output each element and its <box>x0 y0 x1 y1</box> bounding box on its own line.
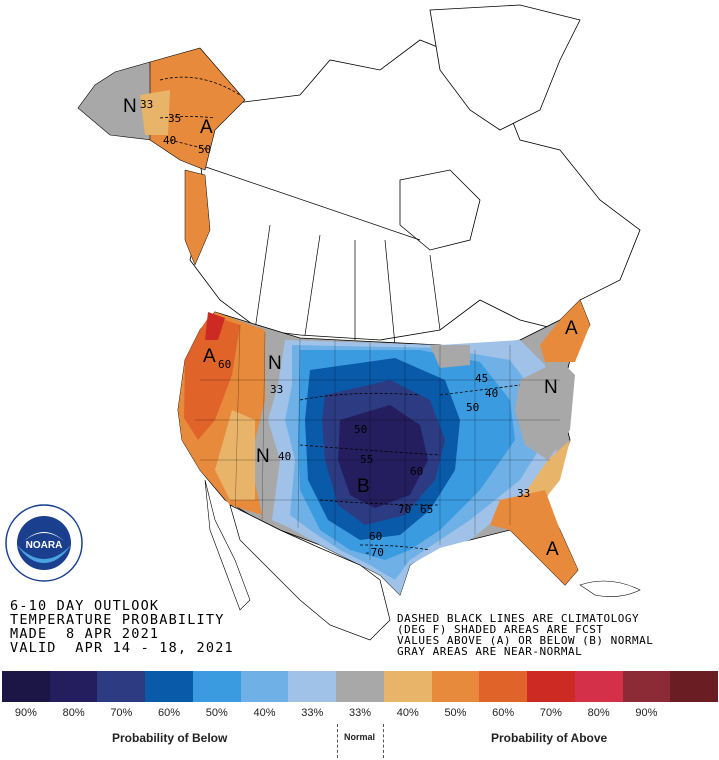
legend-swatch-12 <box>574 671 623 702</box>
label-northeast-a: A <box>565 318 578 339</box>
cuba <box>579 580 641 597</box>
contour-50-ne: 50 <box>466 401 479 414</box>
legend-label-4: 50% <box>205 707 228 719</box>
hudson-bay <box>399 169 481 251</box>
contour-50-c: 50 <box>354 423 367 436</box>
legend-swatch-8 <box>383 671 432 702</box>
label-alaska-a: A <box>200 117 213 138</box>
contour-33-w: 33 <box>270 383 283 396</box>
contour-40-w: 40 <box>278 450 291 463</box>
legend-swatch-1 <box>49 671 98 702</box>
noaa-logo-text: NOARA <box>26 540 63 551</box>
contour-40-ak: 40 <box>163 134 176 147</box>
legend-label-1: 80% <box>62 707 85 719</box>
label-alaska-n: N <box>123 96 137 117</box>
legend-swatch-4 <box>192 671 241 702</box>
legend-swatch-10 <box>479 671 528 702</box>
legend-label-9: 50% <box>444 707 467 719</box>
outlook-title: 6-10 DAY OUTLOOK <box>10 598 160 614</box>
legend-separator-right <box>383 724 384 758</box>
legend-label-0: 90% <box>14 707 37 719</box>
contour-33-ak: 33 <box>140 98 153 111</box>
climatology-lines <box>159 76 521 551</box>
alaska-light-orange <box>140 90 170 135</box>
legend-swatch-0 <box>2 671 50 702</box>
legend-label-7: 33% <box>348 707 372 719</box>
note-line-1: DASHED BLACK LINES ARE CLIMATOLOGY <box>397 612 640 625</box>
state-borders <box>195 324 560 565</box>
nw-dark-red <box>205 312 225 340</box>
legend-swatch-7 <box>336 671 384 702</box>
contour-40-ne: 40 <box>485 387 498 400</box>
legend-label-8: 40% <box>396 707 419 719</box>
contour-33-se: 33 <box>517 487 530 500</box>
legend-swatch-13 <box>622 671 671 702</box>
label-west-n: N <box>268 353 282 374</box>
contour-60-c: 60 <box>410 465 423 478</box>
contour-55-c: 55 <box>360 453 373 466</box>
legend-label-6: 33% <box>301 707 324 719</box>
legend-swatch-6 <box>288 671 337 702</box>
legend-swatch-3 <box>145 671 193 702</box>
legend-color-bar <box>2 671 719 702</box>
contour-45-ne: 45 <box>475 372 488 385</box>
temperature-outlook-map: N A A N N B N A A 33 35 40 50 60 33 40 5… <box>77 4 641 641</box>
legend-label-12: 80% <box>587 707 610 719</box>
mexico-outline <box>229 504 391 641</box>
west-coast-red <box>184 315 240 440</box>
noaa-logo: NOARA <box>5 504 83 582</box>
baja <box>204 479 251 611</box>
canada-borders <box>199 164 441 346</box>
contour-35-ak: 35 <box>168 112 181 125</box>
legend-separator-left <box>337 724 338 758</box>
contour-65-s: 65 <box>420 503 433 516</box>
legend-normal-title: Normal <box>344 732 376 742</box>
northeast-above <box>540 300 590 362</box>
greenland-land <box>429 4 581 131</box>
legend-above-title: Probability of Above <box>491 731 608 745</box>
east-gray-near-normal <box>515 360 575 460</box>
legend-swatch-2 <box>97 671 146 702</box>
label-northeast-n: N <box>544 377 558 398</box>
label-intermountain-n: N <box>256 446 270 467</box>
contour-70-s: 70 <box>398 503 411 516</box>
sw-light-orange <box>215 410 255 500</box>
legend-below-title: Probability of Below <box>112 731 228 745</box>
legend-label-2: 70% <box>110 707 133 719</box>
legend-label-5: 40% <box>253 707 276 719</box>
legend-label-10: 60% <box>492 707 515 719</box>
contour-70-tx: -70 <box>364 546 384 559</box>
outlook-valid-dates: VALID APR 14 - 18, 2021 <box>10 640 234 656</box>
note-line-4: GRAY AREAS ARE NEAR-NORMAL <box>397 645 583 658</box>
contour-50-ak: 50 <box>198 143 211 156</box>
east-light-orange <box>520 440 570 505</box>
legend-swatch-9 <box>431 671 480 702</box>
note-line-3: VALUES ABOVE (A) OR BELOW (B) NORMAL <box>397 634 654 647</box>
alaska-panhandle <box>184 169 211 266</box>
outlook-subtitle: TEMPERATURE PROBABILITY <box>10 612 225 628</box>
legend-label-3: 60% <box>158 707 181 719</box>
legend-swatch-11 <box>527 671 575 702</box>
central-below-80 <box>338 405 428 508</box>
label-west-a: A <box>203 346 216 367</box>
legend-label-11: 70% <box>539 707 562 719</box>
outlook-made-date: MADE 8 APR 2021 <box>10 626 160 642</box>
contour-60-w: 60 <box>218 358 231 371</box>
label-central-b: B <box>357 476 370 497</box>
legend-swatch-14 <box>670 671 719 702</box>
note-line-2: (DEG F) SHADED AREAS ARE FCST <box>397 623 604 636</box>
southeast-above <box>490 490 578 585</box>
legend-swatch-5 <box>240 671 289 702</box>
contour-60-s: 60 <box>369 530 382 543</box>
legend-label-13: 90% <box>635 707 658 719</box>
label-southeast-a: A <box>546 539 559 560</box>
